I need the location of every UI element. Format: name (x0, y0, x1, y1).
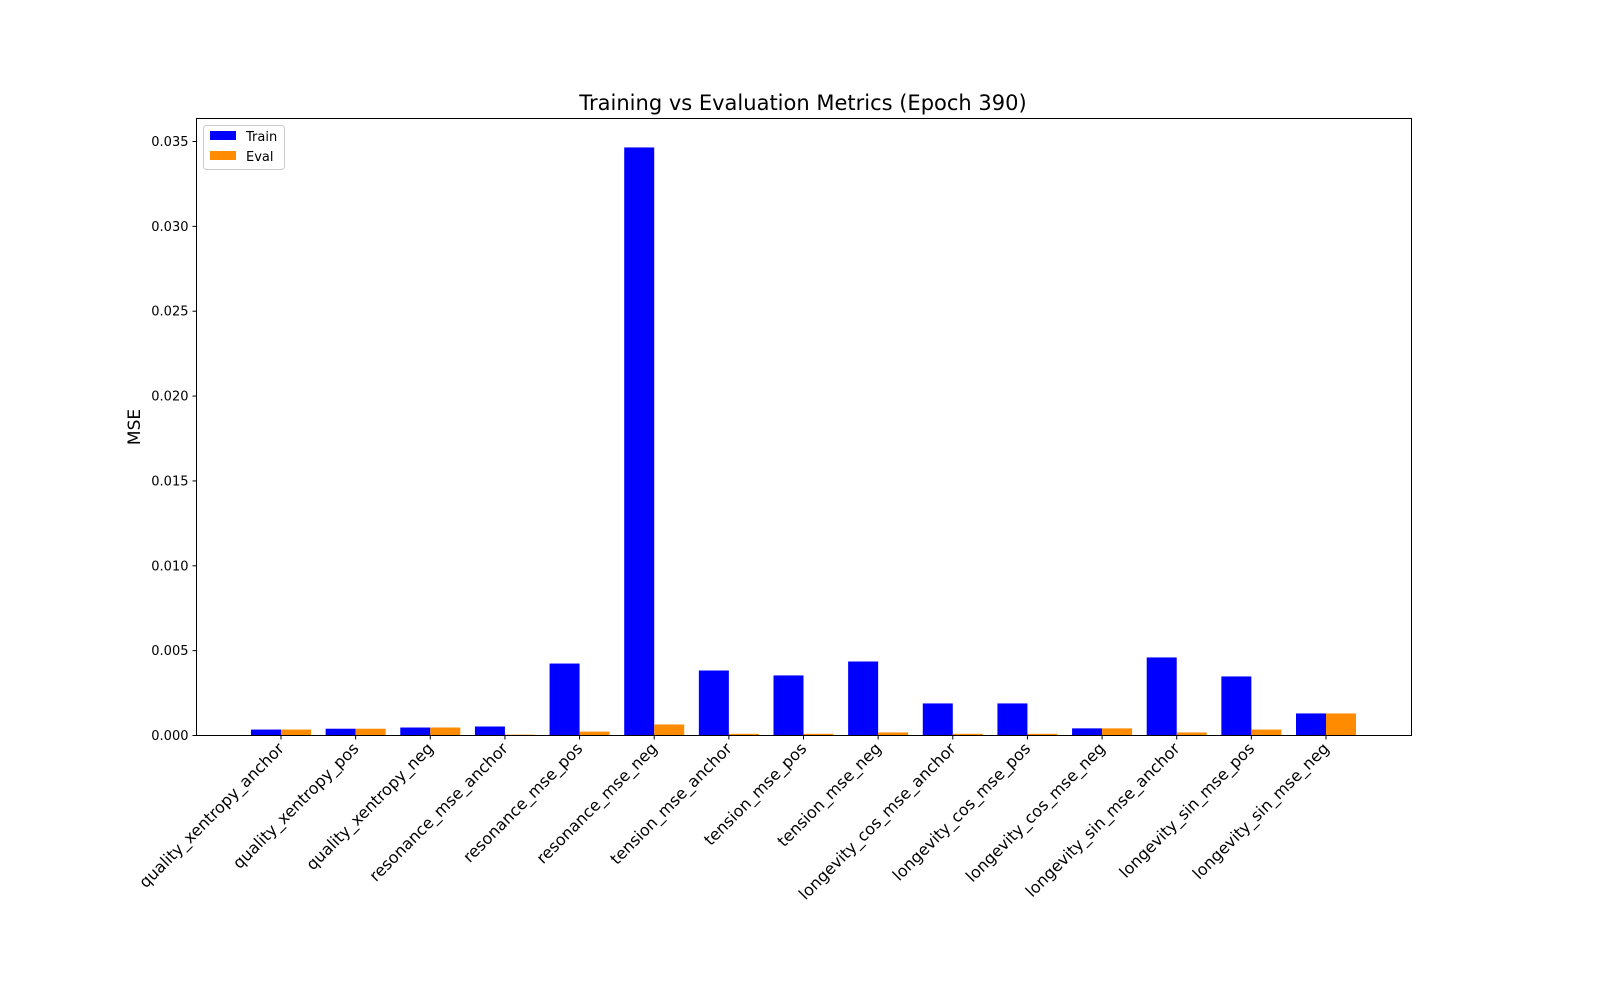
y-tick-label: 0.000 (151, 729, 188, 744)
y-tick-label: 0.015 (151, 474, 188, 489)
y-tick-label: 0.030 (151, 220, 188, 235)
x-tick-label: resonance_mse_neg (532, 739, 661, 868)
bar-train-longevity_cos_mse_neg (1072, 728, 1103, 736)
bar-eval-quality_xentropy_pos (355, 728, 386, 736)
y-tick-label: 0.005 (151, 644, 188, 659)
bar-eval-tension_mse_anchor (728, 733, 759, 736)
x-tick-label: quality_xentropy_neg (302, 739, 438, 875)
bar-train-resonance_mse_anchor (474, 726, 505, 736)
bar-train-longevity_sin_mse_anchor (1146, 657, 1177, 736)
bar-train-longevity_sin_mse_pos (1221, 676, 1252, 736)
bar-train-resonance_mse_pos (549, 663, 580, 736)
bar-eval-quality_xentropy_anchor (281, 729, 311, 736)
bar-eval-longevity_cos_mse_anchor (952, 733, 983, 736)
x-tick-label: longevity_sin_mse_pos (1115, 739, 1259, 883)
y-tick-label: 0.020 (151, 390, 188, 405)
bar-train-quality_xentropy_pos (325, 728, 356, 736)
bar-eval-longevity_cos_mse_neg (1102, 728, 1133, 736)
x-tick-label: longevity_sin_mse_neg (1189, 739, 1334, 884)
bar-eval-longevity_sin_mse_anchor (1176, 732, 1207, 736)
y-tick-label: 0.025 (151, 305, 188, 320)
bar-eval-resonance_mse_pos (579, 731, 610, 736)
plot-frame (196, 118, 1412, 736)
y-axis-label: MSE (125, 409, 145, 445)
x-tick-label: longevity_cos_mse_neg (962, 739, 1110, 887)
x-tick-label: resonance_mse_anchor (365, 739, 512, 886)
bar-eval-longevity_cos_mse_pos (1027, 733, 1058, 736)
x-tick-label: longevity_cos_mse_pos (889, 739, 1035, 885)
bar-train-longevity_cos_mse_pos (997, 703, 1028, 736)
bar-train-tension_mse_anchor (698, 670, 729, 736)
bar-train-resonance_mse_neg (624, 147, 655, 736)
legend-swatch-eval (210, 151, 236, 160)
bar-eval-tension_mse_pos (803, 733, 834, 736)
x-tick-label: longevity_sin_mse_anchor (1022, 739, 1185, 902)
y-tick-label: 0.010 (151, 559, 188, 574)
x-tick-label: quality_xentropy_pos (229, 739, 363, 873)
bar-train-quality_xentropy_anchor (251, 729, 281, 736)
bar-train-tension_mse_neg (848, 661, 879, 736)
x-tick-label: tension_mse_anchor (606, 739, 736, 869)
legend-label-eval: Eval (246, 150, 274, 165)
bar-eval-resonance_mse_neg (654, 724, 685, 736)
x-tick-label: longevity_cos_mse_anchor (795, 739, 961, 905)
bar-train-longevity_cos_mse_anchor (922, 703, 953, 736)
legend: Train Eval (203, 125, 285, 170)
bar-eval-longevity_sin_mse_neg (1326, 713, 1356, 736)
bar-eval-tension_mse_neg (878, 732, 909, 736)
bar-eval-quality_xentropy_neg (430, 727, 461, 736)
x-tick-label: quality_xentropy_anchor (135, 739, 289, 893)
legend-swatch-train (210, 131, 236, 140)
bar-train-longevity_sin_mse_neg (1296, 713, 1326, 736)
legend-label-train: Train (245, 130, 277, 145)
bar-train-tension_mse_pos (773, 675, 804, 736)
bar-train-quality_xentropy_neg (400, 727, 431, 736)
chart-title: Training vs Evaluation Metrics (Epoch 39… (578, 91, 1026, 115)
y-tick-label: 0.035 (151, 135, 188, 150)
bar-eval-longevity_sin_mse_pos (1251, 729, 1282, 736)
